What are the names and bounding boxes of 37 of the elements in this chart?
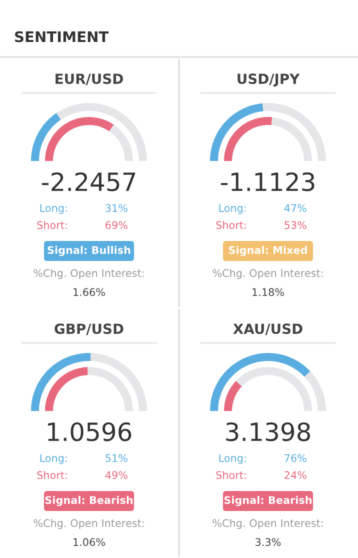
- text: 1.0596: [48, 422, 132, 442]
- chart-title: GBP/USD: [54, 324, 124, 336]
- text: 1.66%: [74, 288, 105, 296]
- text: 53%: [284, 221, 306, 230]
- text: Signal: Bearish: [45, 496, 133, 506]
- chart-title: USD/JPY: [238, 74, 300, 87]
- slice-label: Short:: [216, 220, 246, 230]
- text: %Chg. Open Interest:: [212, 268, 323, 280]
- text: 1.18%: [252, 288, 284, 296]
- slice-label: Long:: [40, 454, 67, 464]
- text: -1.1123: [220, 172, 314, 192]
- text: 51%: [106, 454, 128, 462]
- text: %Chg. Open Interest:: [34, 268, 144, 280]
- text: -2.2457: [42, 172, 136, 192]
- slice-label: Long:: [40, 204, 67, 214]
- text: 1.06%: [74, 538, 105, 546]
- chart-title: XAU/USD: [233, 324, 302, 336]
- slice-label: Long:: [219, 204, 246, 214]
- slice-label: Long:: [219, 454, 246, 464]
- text: 3.1398: [226, 422, 310, 442]
- text: %Chg. Open Interest:: [212, 518, 323, 530]
- slice-label: Short:: [37, 470, 67, 480]
- text: Signal: Mixed: [228, 246, 307, 256]
- slice-label: Short:: [216, 470, 246, 480]
- text: Signal: Bullish: [48, 246, 130, 256]
- slice-label: Short:: [37, 220, 67, 230]
- text: 3.3%: [256, 538, 281, 546]
- text: Signal: Bearish: [224, 496, 312, 506]
- text: 49%: [105, 471, 128, 480]
- text: SENTIMENT: [15, 31, 109, 42]
- text: 69%: [106, 221, 128, 230]
- text: %Chg. Open Interest:: [34, 518, 144, 530]
- text: 31%: [106, 204, 128, 212]
- text: 47%: [284, 204, 306, 212]
- text: 24%: [284, 471, 306, 480]
- chart-title: EUR/USD: [56, 74, 123, 86]
- text: 76%: [284, 454, 306, 462]
